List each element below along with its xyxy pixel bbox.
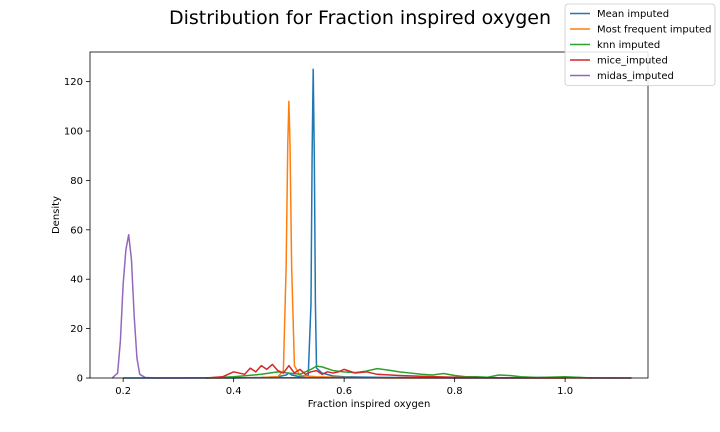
x-tick-label: 0.2 — [115, 386, 131, 397]
x-axis: 0.2 0.4 0.6 0.8 1.0 — [115, 378, 573, 397]
x-axis-label: Fraction inspired oxygen — [308, 399, 431, 410]
plot-area — [111, 68, 632, 379]
y-tick-label: 120 — [64, 77, 83, 88]
legend-label: Most frequent imputed — [597, 25, 712, 36]
x-tick-label: 1.0 — [557, 386, 573, 397]
x-tick-label: 0.6 — [336, 386, 352, 397]
series-line-4 — [111, 234, 632, 379]
chart-title: Distribution for Fraction inspired oxyge… — [169, 7, 551, 29]
series-line-2 — [205, 365, 593, 379]
series-line-1 — [206, 100, 632, 379]
y-tick-label: 20 — [70, 324, 83, 335]
y-axis: 0 20 40 60 80 100 120 — [64, 77, 90, 385]
legend-label: midas_imputed — [597, 71, 674, 82]
x-tick-label: 0.4 — [226, 386, 242, 397]
legend-box — [564, 3, 716, 86]
y-tick-label: 80 — [70, 176, 83, 187]
y-axis-label: Density — [51, 196, 62, 234]
legend-label: mice_imputed — [597, 56, 668, 67]
plot-frame — [89, 51, 649, 379]
y-tick-label: 100 — [64, 127, 83, 138]
y-tick-label: 60 — [70, 225, 83, 236]
x-tick-label: 0.8 — [447, 386, 463, 397]
legend: Mean imputed Most frequent imputed knn imp… — [564, 3, 716, 86]
y-tick-label: 0 — [77, 374, 83, 385]
y-tick-label: 40 — [70, 275, 83, 286]
series-line-0 — [123, 68, 632, 379]
series-line-3 — [205, 363, 566, 379]
legend-label: knn imputed — [597, 40, 660, 51]
legend-label: Mean imputed — [597, 9, 669, 20]
